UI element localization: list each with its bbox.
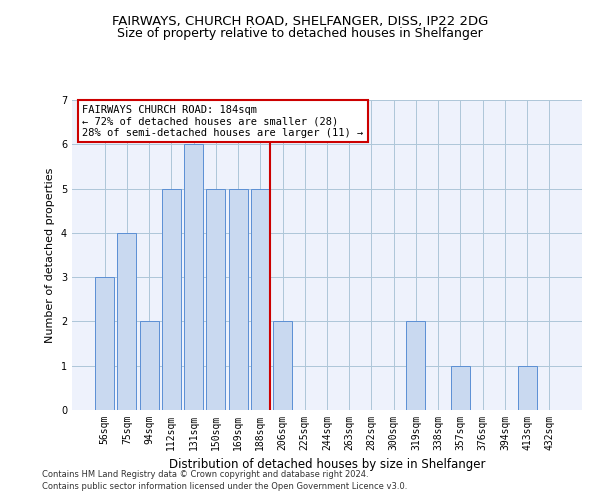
Bar bbox=[95, 277, 114, 410]
Text: Size of property relative to detached houses in Shelfanger: Size of property relative to detached ho… bbox=[117, 28, 483, 40]
Bar bbox=[162, 188, 181, 410]
Bar bbox=[251, 188, 270, 410]
Y-axis label: Number of detached properties: Number of detached properties bbox=[46, 168, 55, 342]
Text: Contains HM Land Registry data © Crown copyright and database right 2024.: Contains HM Land Registry data © Crown c… bbox=[42, 470, 368, 479]
Bar bbox=[118, 233, 136, 410]
Text: FAIRWAYS, CHURCH ROAD, SHELFANGER, DISS, IP22 2DG: FAIRWAYS, CHURCH ROAD, SHELFANGER, DISS,… bbox=[112, 15, 488, 28]
Bar bbox=[518, 366, 536, 410]
Bar bbox=[451, 366, 470, 410]
Bar bbox=[184, 144, 203, 410]
Bar bbox=[406, 322, 425, 410]
X-axis label: Distribution of detached houses by size in Shelfanger: Distribution of detached houses by size … bbox=[169, 458, 485, 471]
Bar bbox=[206, 188, 225, 410]
Text: FAIRWAYS CHURCH ROAD: 184sqm
← 72% of detached houses are smaller (28)
28% of se: FAIRWAYS CHURCH ROAD: 184sqm ← 72% of de… bbox=[82, 104, 364, 138]
Bar bbox=[229, 188, 248, 410]
Bar bbox=[273, 322, 292, 410]
Text: Contains public sector information licensed under the Open Government Licence v3: Contains public sector information licen… bbox=[42, 482, 407, 491]
Bar bbox=[140, 322, 158, 410]
